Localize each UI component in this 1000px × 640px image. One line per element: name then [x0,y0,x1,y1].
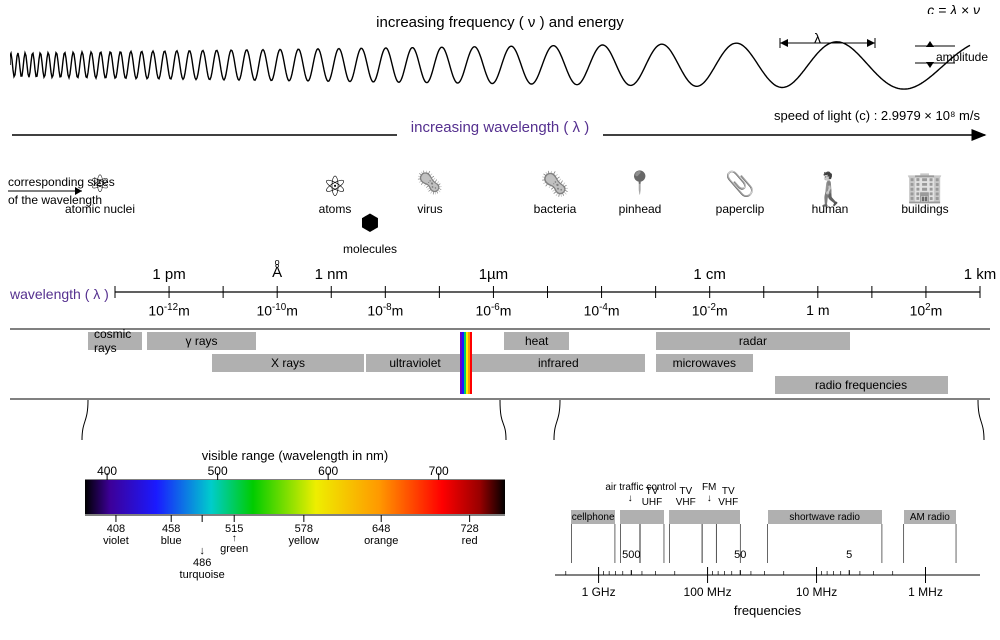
visible-tick-400: 400 [92,464,122,478]
size-icon-molecules: ⬢ [350,210,390,236]
size-icon-atomic-nuclei: ⚛ [80,170,120,199]
visible-color-blue: 458blue [143,523,199,547]
scale-bot--6: 10-6m [465,302,521,319]
size-label-paperclip: paperclip [700,202,780,216]
scale-bot--12: 10-12m [141,302,197,319]
visible-color-violet: 408violet [88,523,144,547]
visible-tick-600: 600 [313,464,343,478]
scale-bot-2: 102m [898,302,954,319]
band-microwaves: microwaves [656,354,753,372]
size-label-human: human [790,202,870,216]
amplitude-label: amplitude [936,50,988,64]
size-icon-pinhead: 📍 [620,170,660,196]
radio-band-cellphone: cellphone [571,510,615,524]
radio-connectors [555,524,980,594]
scale-bot--4: 10-4m [574,302,630,319]
scale-top-1 km: 1 km [955,266,1000,283]
visible-color-orange: 648orange [353,523,409,547]
visible-color-yellow: 578yellow [276,523,332,547]
scale-top-1 pm: 1 pm [144,266,194,283]
scale-top-1 cm: 1 cm [685,266,735,283]
band-cosmic-rays: cosmic rays [88,332,142,350]
size-caption-arrow [8,186,88,196]
freq-arrow-label: increasing frequency ( ν ) and energy [0,14,1000,31]
size-icon-virus: 🦠 [410,170,450,196]
scale-top-Å: oÅ [252,260,302,281]
radio-frequencies-panel: cellphoneair traffic control↓TVUHFTVVHFF… [555,440,980,600]
band-ultraviolet: ultraviolet [366,354,463,372]
scale-top-1µm: 1µm [468,266,518,283]
scale-bot-0: 1 m [790,302,846,318]
radio-band-AM-radio: AM radio [904,510,956,524]
radio-band-air-traffic-control [620,510,640,524]
band-rule-top [10,328,990,330]
band-X-rays: X rays [212,354,363,372]
visible-gradient [85,480,505,514]
size-label-bacteria: bacteria [515,202,595,216]
size-label-virus: virus [390,202,470,216]
size-label-atomic-nuclei: atomic nuclei [60,202,140,216]
scale-bot--2: 10-2m [682,302,738,319]
radio-band-TV-VHF [716,510,740,524]
radio-band-shortwave-radio: shortwave radio [768,510,882,524]
band-infrared: infrared [472,354,645,372]
size-label-molecules: molecules [330,242,410,256]
visible-color-green: 515↑green [206,523,262,555]
visible-tick-700: 700 [424,464,454,478]
band-radar: radar [656,332,851,350]
size-icon-paperclip: 📎 [720,170,760,199]
radio-band-TV-UHF [640,510,664,524]
radio-axis-label: frequencies [555,603,980,618]
radio-band-FM [702,510,716,524]
visible-range-panel: visible range (wavelength in nm)400 500 60… [85,440,505,595]
visible-stripe [460,332,472,394]
visible-tick-500: 500 [203,464,233,478]
scale-bot--10: 10-10m [249,302,305,319]
band-radio-frequencies: radio frequencies [775,376,948,394]
scale-bot--8: 10-8m [357,302,413,319]
size-label-pinhead: pinhead [600,202,680,216]
lambda-symbol: λ [814,30,821,46]
size-icon-atoms: ⚛ [315,170,355,203]
scale-top-1 nm: 1 nm [306,266,356,283]
size-icon-buildings: 🏢 [905,170,945,205]
size-label-buildings: buildings [885,202,965,216]
radio-band-TV-VHF [669,510,702,524]
wavelength-arrow-label: increasing wavelength ( λ ) [0,119,1000,136]
visible-title: visible range (wavelength in nm) [85,448,505,463]
band-γ-rays: γ rays [147,332,255,350]
radio-label-TV-VHF: TVVHF [711,486,745,508]
visible-color-red: 728red [442,523,498,547]
size-icon-bacteria: 🦠 [535,170,575,199]
band-heat: heat [504,332,569,350]
lambda-marker [0,33,1000,51]
